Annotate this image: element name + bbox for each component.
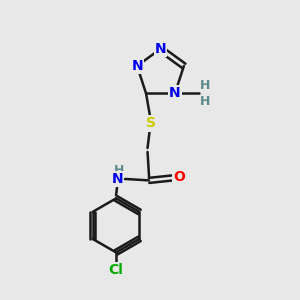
Text: N: N xyxy=(112,172,123,186)
Text: O: O xyxy=(173,170,185,184)
Text: H: H xyxy=(200,95,210,108)
Text: S: S xyxy=(146,116,155,130)
Text: Cl: Cl xyxy=(109,263,124,277)
Text: H: H xyxy=(114,164,124,177)
Text: H: H xyxy=(200,79,210,92)
Text: N: N xyxy=(155,42,166,56)
Text: N: N xyxy=(169,86,181,100)
Text: N: N xyxy=(131,59,143,73)
